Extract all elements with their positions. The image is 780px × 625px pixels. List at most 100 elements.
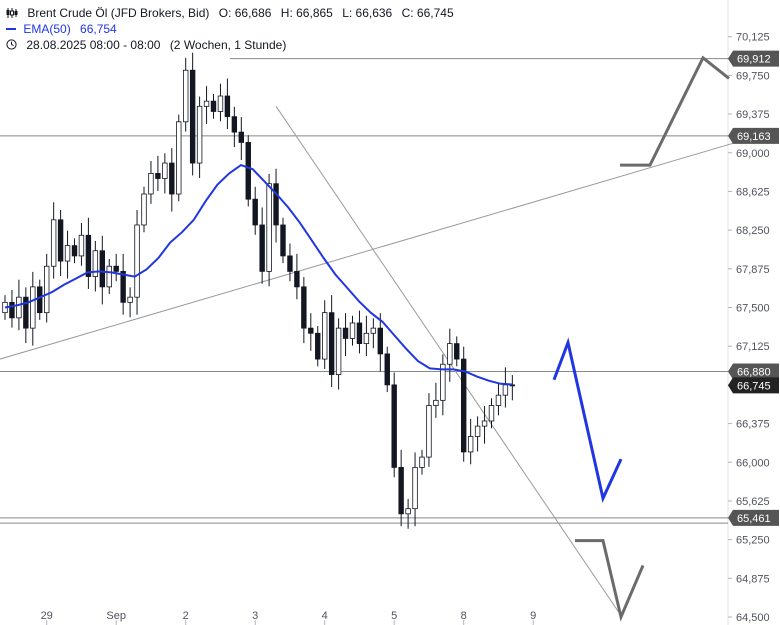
x-tick-label: 2: [183, 610, 189, 622]
y-tick-label: 68,250: [736, 225, 770, 237]
candle-up: [481, 420, 488, 427]
candle-up: [162, 162, 168, 179]
ema-line: [4, 163, 513, 386]
ema-value: 66,754: [80, 22, 117, 36]
clock-icon: [6, 39, 17, 50]
candle-down: [454, 343, 460, 360]
candle-up: [426, 405, 432, 458]
y-tick-label: 67,125: [736, 341, 770, 353]
candle-up: [176, 121, 182, 195]
price-badge-bg: [728, 377, 779, 394]
candle-down: [169, 162, 175, 195]
price-badge: 65,461: [728, 509, 779, 526]
candle-down: [71, 245, 78, 257]
ohlc-high: H: 66,865: [280, 6, 333, 20]
price-badge: 69,163: [728, 127, 779, 144]
candles-icon: [6, 8, 18, 18]
candle-up: [106, 265, 112, 288]
candle-down: [328, 312, 335, 375]
candle-up: [64, 245, 71, 262]
candle-down: [238, 131, 244, 143]
y-tick-label: 67,875: [736, 264, 770, 276]
projection-path-down: [575, 539, 645, 622]
x-tick-label: 29: [41, 610, 53, 622]
price-badge-label: 69,163: [737, 131, 771, 143]
symbol-title: Brent Crude Öl (JFD Brokers, Bid): [27, 6, 210, 20]
x-tick-label: 4: [322, 610, 328, 622]
candle-down: [252, 198, 258, 226]
candle-up: [92, 250, 99, 277]
candle-up: [440, 363, 446, 401]
candle-up: [16, 296, 22, 319]
candle-down: [294, 270, 300, 288]
y-tick-label: 70,125: [736, 32, 770, 44]
price-badge-bg: [728, 127, 779, 144]
candle-down: [120, 270, 126, 303]
candle-down: [377, 327, 383, 355]
candle-up: [433, 399, 439, 406]
candle-up: [447, 343, 453, 365]
price-badge: 69,912: [728, 50, 779, 67]
candle-up: [78, 234, 85, 257]
candle-up: [502, 384, 509, 396]
y-tick-label: 65,625: [736, 496, 770, 508]
candle-up: [321, 312, 328, 360]
y-tick-label: 68,625: [736, 186, 770, 198]
candle-up: [30, 286, 36, 329]
x-tick-label: 8: [461, 610, 467, 622]
candle-down: [391, 384, 397, 468]
candle-up: [127, 296, 133, 303]
candle-up: [335, 327, 342, 375]
candle-up: [44, 265, 50, 314]
candle-down: [245, 142, 251, 200]
candle-down: [342, 327, 349, 339]
y-tick-label: 69,000: [736, 148, 770, 160]
y-tick-label: 66,375: [736, 419, 770, 431]
y-tick-label: 65,250: [736, 535, 770, 547]
y-tick-label: 69,750: [736, 70, 770, 82]
y-tick-label: 69,375: [736, 109, 770, 121]
time-range-datetime: 28.08.2025 08:00 - 08:00: [26, 38, 161, 52]
candle-down: [113, 265, 119, 272]
candle-down: [85, 234, 92, 277]
candle-down: [23, 296, 29, 329]
price-badge: 66,745: [728, 377, 779, 394]
rising-trend-line: [0, 141, 737, 360]
ema-legend-swatch: [6, 28, 16, 30]
candle-up: [50, 219, 57, 267]
candle-down: [315, 332, 321, 360]
time-range-span: (2 Wochen, 1 Stunde): [169, 38, 287, 52]
candle-down: [398, 467, 404, 515]
candles-group: [2, 52, 516, 529]
candle-up: [412, 467, 418, 510]
y-tick-label: 66,000: [736, 457, 770, 469]
price-badge-bg: [728, 50, 779, 67]
candle-down: [280, 224, 286, 257]
price-badge-bg: [728, 363, 779, 380]
x-tick-label: Sep: [106, 610, 126, 622]
projection-path-blue: [552, 337, 623, 504]
candle-down: [210, 100, 217, 112]
candle-up: [266, 183, 272, 272]
candle-up: [134, 224, 140, 298]
candle-down: [37, 286, 43, 314]
y-tick-label: 64,500: [736, 612, 770, 624]
candle-up: [148, 172, 154, 195]
candle-down: [57, 219, 64, 262]
candle-down: [224, 95, 231, 118]
candle-up: [196, 105, 203, 164]
ohlc-close: C: 66,745: [401, 6, 454, 20]
x-tick-label: 5: [391, 610, 397, 622]
candle-down: [231, 116, 238, 133]
candle-up: [182, 69, 189, 123]
projection-path-up: [620, 55, 730, 167]
ohlc-low: L: 66,636: [342, 6, 393, 20]
candle-up: [495, 394, 502, 406]
candle-up: [419, 456, 425, 468]
y-tick-label: 64,875: [736, 573, 770, 585]
candle-down: [155, 172, 161, 179]
candle-down: [384, 353, 390, 386]
candle-down: [259, 224, 265, 272]
